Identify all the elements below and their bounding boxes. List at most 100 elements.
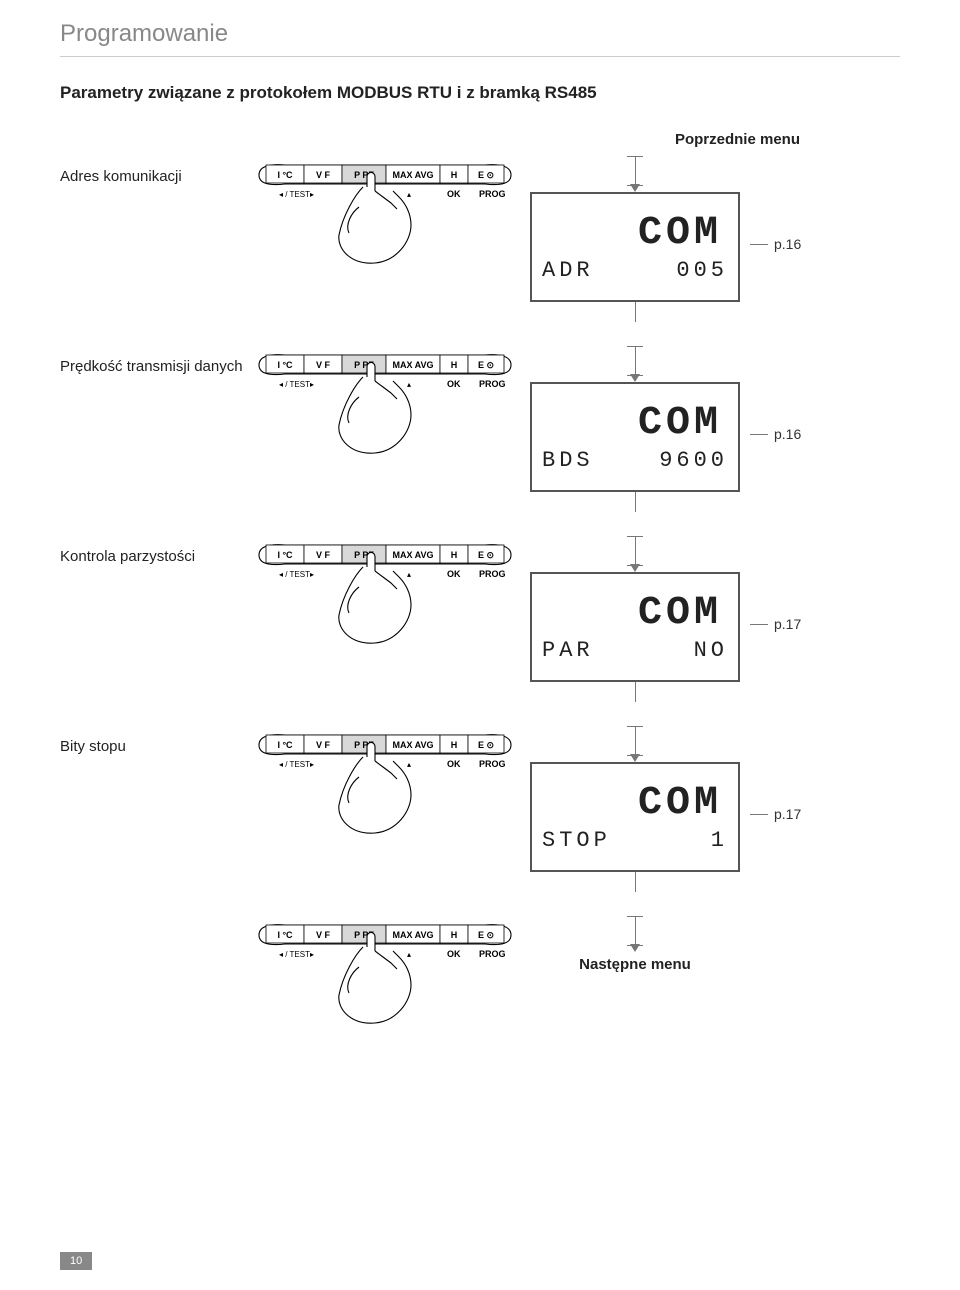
svg-text:▸: ▸ <box>310 190 314 199</box>
lcd-small-left: ADR <box>542 258 594 283</box>
svg-text:▴: ▴ <box>407 190 411 199</box>
svg-text:▸: ▸ <box>310 950 314 959</box>
page-ref: p.17 <box>774 806 801 822</box>
button-panel[interactable]: I °CV FP PFMAX AVGHE ⊙ ◂ / TEST ▸ ▾ ▴ OK… <box>250 916 520 1036</box>
lcd-small-right: 9600 <box>659 448 728 473</box>
page-ref-col: p.17 <box>750 726 830 822</box>
page-ref: p.17 <box>774 616 801 632</box>
next-menu-label: Następne menu <box>579 956 691 973</box>
lcd-display: COM STOP 1 <box>530 762 740 872</box>
svg-text:◂ / TEST: ◂ / TEST <box>279 760 310 769</box>
final-row: I °CV FP PFMAX AVGHE ⊙ ◂ / TEST ▸ ▾ ▴ OK… <box>60 916 900 1066</box>
svg-text:MAX AVG: MAX AVG <box>392 170 433 180</box>
svg-text:I °C: I °C <box>277 360 293 370</box>
button-panel[interactable]: I °CV FP PFMAX AVGHE ⊙ ◂ / TEST ▸ ▾ ▴ OK… <box>250 346 520 466</box>
svg-text:▴: ▴ <box>407 950 411 959</box>
lcd-small-text: PAR NO <box>542 638 728 663</box>
svg-text:MAX AVG: MAX AVG <box>392 740 433 750</box>
svg-text:MAX AVG: MAX AVG <box>392 550 433 560</box>
svg-text:▸: ▸ <box>310 570 314 579</box>
lcd-small-text: BDS 9600 <box>542 448 728 473</box>
svg-text:MAX AVG: MAX AVG <box>392 360 433 370</box>
svg-text:I °C: I °C <box>277 740 293 750</box>
svg-text:V F: V F <box>316 170 331 180</box>
svg-text:PROG: PROG <box>479 189 506 199</box>
button-panel[interactable]: I °CV FP PFMAX AVGHE ⊙ ◂ / TEST ▸ ▾ ▴ OK… <box>250 156 520 276</box>
parameter-row: Adres komunikacji I °CV FP PFMAX AVGHE ⊙… <box>60 156 900 322</box>
svg-text:▸: ▸ <box>310 760 314 769</box>
svg-text:E ⊙: E ⊙ <box>478 550 494 560</box>
display-column: Następne menu <box>520 916 750 973</box>
header-rule <box>60 56 900 57</box>
display-column: COM PAR NO <box>520 536 750 702</box>
flow-connector <box>635 916 636 946</box>
svg-text:OK: OK <box>447 949 461 959</box>
lcd-small-text: STOP 1 <box>542 828 728 853</box>
svg-text:E ⊙: E ⊙ <box>478 930 494 940</box>
parameter-row: Kontrola parzystości I °CV FP PFMAX AVGH… <box>60 536 900 702</box>
lcd-big-text: COM <box>638 214 722 254</box>
svg-text:H: H <box>451 170 458 180</box>
page-ref-col: p.16 <box>750 346 830 442</box>
ref-tick <box>750 814 768 815</box>
lcd-display: COM ADR 005 <box>530 192 740 302</box>
lcd-display: COM PAR NO <box>530 572 740 682</box>
svg-text:MAX AVG: MAX AVG <box>392 930 433 940</box>
svg-text:H: H <box>451 930 458 940</box>
svg-text:E ⊙: E ⊙ <box>478 740 494 750</box>
svg-text:◂ / TEST: ◂ / TEST <box>279 570 310 579</box>
display-column: COM STOP 1 <box>520 726 750 892</box>
flow-connector <box>635 726 636 756</box>
button-panel[interactable]: I °CV FP PFMAX AVGHE ⊙ ◂ / TEST ▸ ▾ ▴ OK… <box>250 726 520 846</box>
svg-text:◂ / TEST: ◂ / TEST <box>279 380 310 389</box>
svg-text:H: H <box>451 740 458 750</box>
svg-text:V F: V F <box>316 930 331 940</box>
page-ref: p.16 <box>774 236 801 252</box>
page-ref-col: p.16 <box>750 156 830 252</box>
flow-line <box>635 682 636 702</box>
parameter-row: Prędkość transmisji danych I °CV FP PFMA… <box>60 346 900 512</box>
lcd-small-right: 005 <box>676 258 728 283</box>
svg-text:PROG: PROG <box>479 379 506 389</box>
lcd-small-right: 1 <box>711 828 728 853</box>
page-header: Programowanie <box>60 20 900 48</box>
parameter-row: Bity stopu I °CV FP PFMAX AVGHE ⊙ ◂ / TE… <box>60 726 900 892</box>
lcd-big-text: COM <box>638 784 722 824</box>
svg-text:E ⊙: E ⊙ <box>478 170 494 180</box>
lcd-big-text: COM <box>638 594 722 634</box>
flow-line <box>635 302 636 322</box>
ref-tick <box>750 434 768 435</box>
row-label: Prędkość transmisji danych <box>60 346 250 375</box>
svg-text:OK: OK <box>447 759 461 769</box>
svg-text:▴: ▴ <box>407 380 411 389</box>
svg-text:H: H <box>451 550 458 560</box>
svg-text:PROG: PROG <box>479 949 506 959</box>
svg-text:PROG: PROG <box>479 759 506 769</box>
svg-text:▸: ▸ <box>310 380 314 389</box>
rows-container: Adres komunikacji I °CV FP PFMAX AVGHE ⊙… <box>60 156 900 1066</box>
lcd-small-left: BDS <box>542 448 594 473</box>
page-ref-empty <box>750 916 830 996</box>
page-ref: p.16 <box>774 426 801 442</box>
display-column: COM BDS 9600 <box>520 346 750 512</box>
svg-text:◂ / TEST: ◂ / TEST <box>279 950 310 959</box>
prev-menu-label: Poprzednie menu <box>60 131 800 148</box>
svg-text:E ⊙: E ⊙ <box>478 360 494 370</box>
svg-text:◂ / TEST: ◂ / TEST <box>279 190 310 199</box>
svg-text:H: H <box>451 360 458 370</box>
svg-text:▴: ▴ <box>407 570 411 579</box>
svg-text:I °C: I °C <box>277 550 293 560</box>
button-panel[interactable]: I °CV FP PFMAX AVGHE ⊙ ◂ / TEST ▸ ▾ ▴ OK… <box>250 536 520 656</box>
flow-connector <box>635 536 636 566</box>
lcd-display: COM BDS 9600 <box>530 382 740 492</box>
display-column: COM ADR 005 <box>520 156 750 322</box>
svg-text:PROG: PROG <box>479 569 506 579</box>
svg-text:OK: OK <box>447 189 461 199</box>
lcd-small-text: ADR 005 <box>542 258 728 283</box>
row-label-empty <box>60 916 250 928</box>
page: Programowanie Parametry związane z proto… <box>0 0 960 1290</box>
lcd-big-text: COM <box>638 404 722 444</box>
svg-text:V F: V F <box>316 550 331 560</box>
ref-tick <box>750 624 768 625</box>
lcd-small-left: PAR <box>542 638 594 663</box>
